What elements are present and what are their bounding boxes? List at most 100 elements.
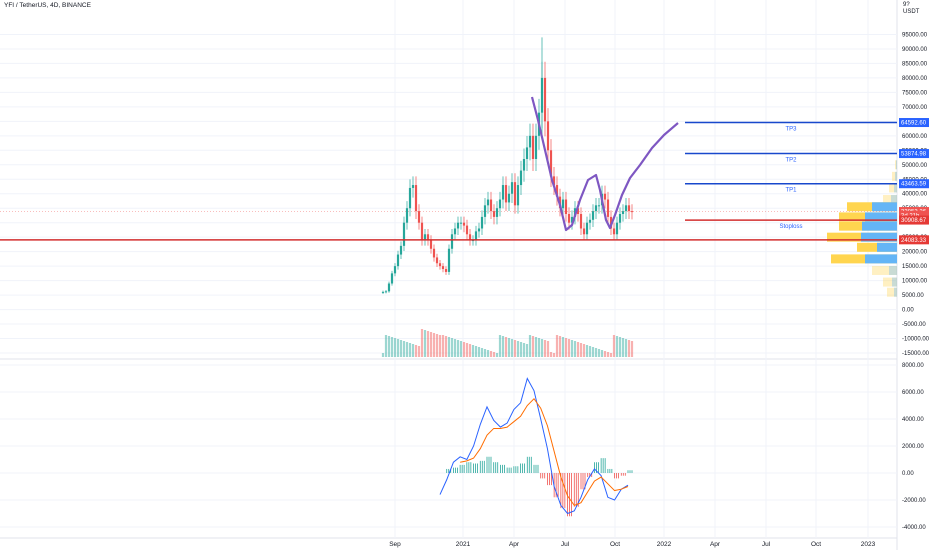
volume-bar <box>465 343 469 357</box>
volume-profile-bar <box>872 265 897 275</box>
candle-body <box>432 248 436 258</box>
volume-bar <box>390 337 394 357</box>
volume-bar <box>498 335 502 357</box>
volume-bar <box>474 346 478 357</box>
volume-bar <box>528 335 532 357</box>
macd-tick-label: -2000.00 <box>902 498 926 504</box>
candle-body <box>516 185 520 206</box>
candle-body <box>459 222 463 224</box>
volume-profile-bar <box>891 195 897 205</box>
volume-bar <box>510 339 514 357</box>
volume-profile-bar <box>895 160 897 170</box>
volume-bar <box>546 341 550 357</box>
volume-profile-bar <box>831 254 897 264</box>
volume-bar <box>558 336 562 357</box>
volume-profile-bar <box>865 254 897 264</box>
candle-body <box>453 228 457 235</box>
chart-title: YFI / TetherUS, 4D, BINANCE <box>4 2 91 9</box>
candle-body <box>606 199 610 217</box>
candle-body <box>531 135 535 159</box>
candle-body <box>426 234 430 241</box>
volume-bar <box>501 336 505 357</box>
price-tick-label: 50000.00 <box>902 163 928 169</box>
price-tick-label: -10000.00 <box>902 337 930 343</box>
volume-bar <box>621 338 625 357</box>
volume-bar <box>597 349 601 357</box>
candle-body <box>438 263 442 267</box>
volume-bar <box>468 344 472 357</box>
volume-bar <box>573 341 577 357</box>
volume-bar <box>537 338 541 357</box>
price-tick-label: 60000.00 <box>902 134 928 140</box>
candle-body <box>447 248 451 272</box>
time-tick-label: Jul <box>561 541 570 548</box>
candle-body <box>624 205 628 212</box>
candle-body <box>546 121 550 151</box>
volume-bar <box>507 338 511 357</box>
volume-bar <box>399 340 403 357</box>
volume-bar <box>471 345 475 357</box>
candle-body <box>525 147 529 159</box>
time-tick-label: Apr <box>710 541 721 548</box>
volume-bar <box>477 347 481 357</box>
candle-body <box>504 185 508 203</box>
candle-body <box>522 158 526 171</box>
candle-body <box>621 211 625 215</box>
price-axis-tag <box>899 235 929 245</box>
candle-body <box>408 187 412 209</box>
price-tick-label: 10000.00 <box>902 279 928 285</box>
volume-bar <box>606 352 610 357</box>
candle-body <box>612 228 616 235</box>
time-tick-label: Oct <box>811 541 821 548</box>
volume-profile-bar <box>894 183 897 193</box>
candle-body <box>618 214 622 223</box>
currency-top: 9? <box>903 2 910 8</box>
macd-tick-label: -4000.00 <box>902 525 926 531</box>
candle-body <box>423 234 427 241</box>
price-tick-label: 20000.00 <box>902 250 928 256</box>
candle-body <box>393 266 397 274</box>
volume-profile-bar <box>895 171 897 181</box>
time-tick-label: 2022 <box>657 541 672 548</box>
volume-bar <box>609 353 613 357</box>
volume-profile-bar <box>889 183 897 193</box>
candle-body <box>456 222 460 229</box>
candle-body <box>390 273 394 284</box>
volume-bar <box>423 330 427 357</box>
volume-bar <box>426 331 430 357</box>
candle-body <box>477 228 481 232</box>
volume-bar <box>561 337 565 357</box>
volume-bar <box>618 337 622 357</box>
volume-bar <box>441 335 445 357</box>
price-axis-tag <box>899 118 929 128</box>
projection-path <box>530 96 679 232</box>
price-tick-label: 5000.00 <box>902 293 924 299</box>
candle-body <box>579 214 583 229</box>
price-axis-tag <box>899 210 929 220</box>
volume-bar <box>570 340 574 357</box>
volume-profile-bar <box>887 287 897 297</box>
volume-bar <box>402 341 406 357</box>
candle-body <box>564 199 568 215</box>
candle-body <box>480 216 484 229</box>
volume-bar <box>450 338 454 357</box>
price-axis-tag-label: 53874.98 <box>901 152 927 158</box>
volume-profile-bar <box>889 265 897 275</box>
macd-tick-label: 6000.00 <box>902 390 924 396</box>
volume-bar <box>525 344 529 357</box>
volume-bar <box>456 340 460 357</box>
candle-body <box>510 182 514 194</box>
volume-bar <box>522 343 526 357</box>
candle-body <box>570 216 574 223</box>
price-tick-label: 75000.00 <box>902 90 928 96</box>
candle-body <box>576 208 580 215</box>
candle-body <box>468 234 472 241</box>
candle-body <box>543 77 547 122</box>
time-tick-label: Oct <box>610 541 620 548</box>
candle-body <box>567 214 571 223</box>
candle-body <box>384 291 388 293</box>
volume-bar <box>630 341 634 357</box>
candle-body <box>381 291 385 293</box>
